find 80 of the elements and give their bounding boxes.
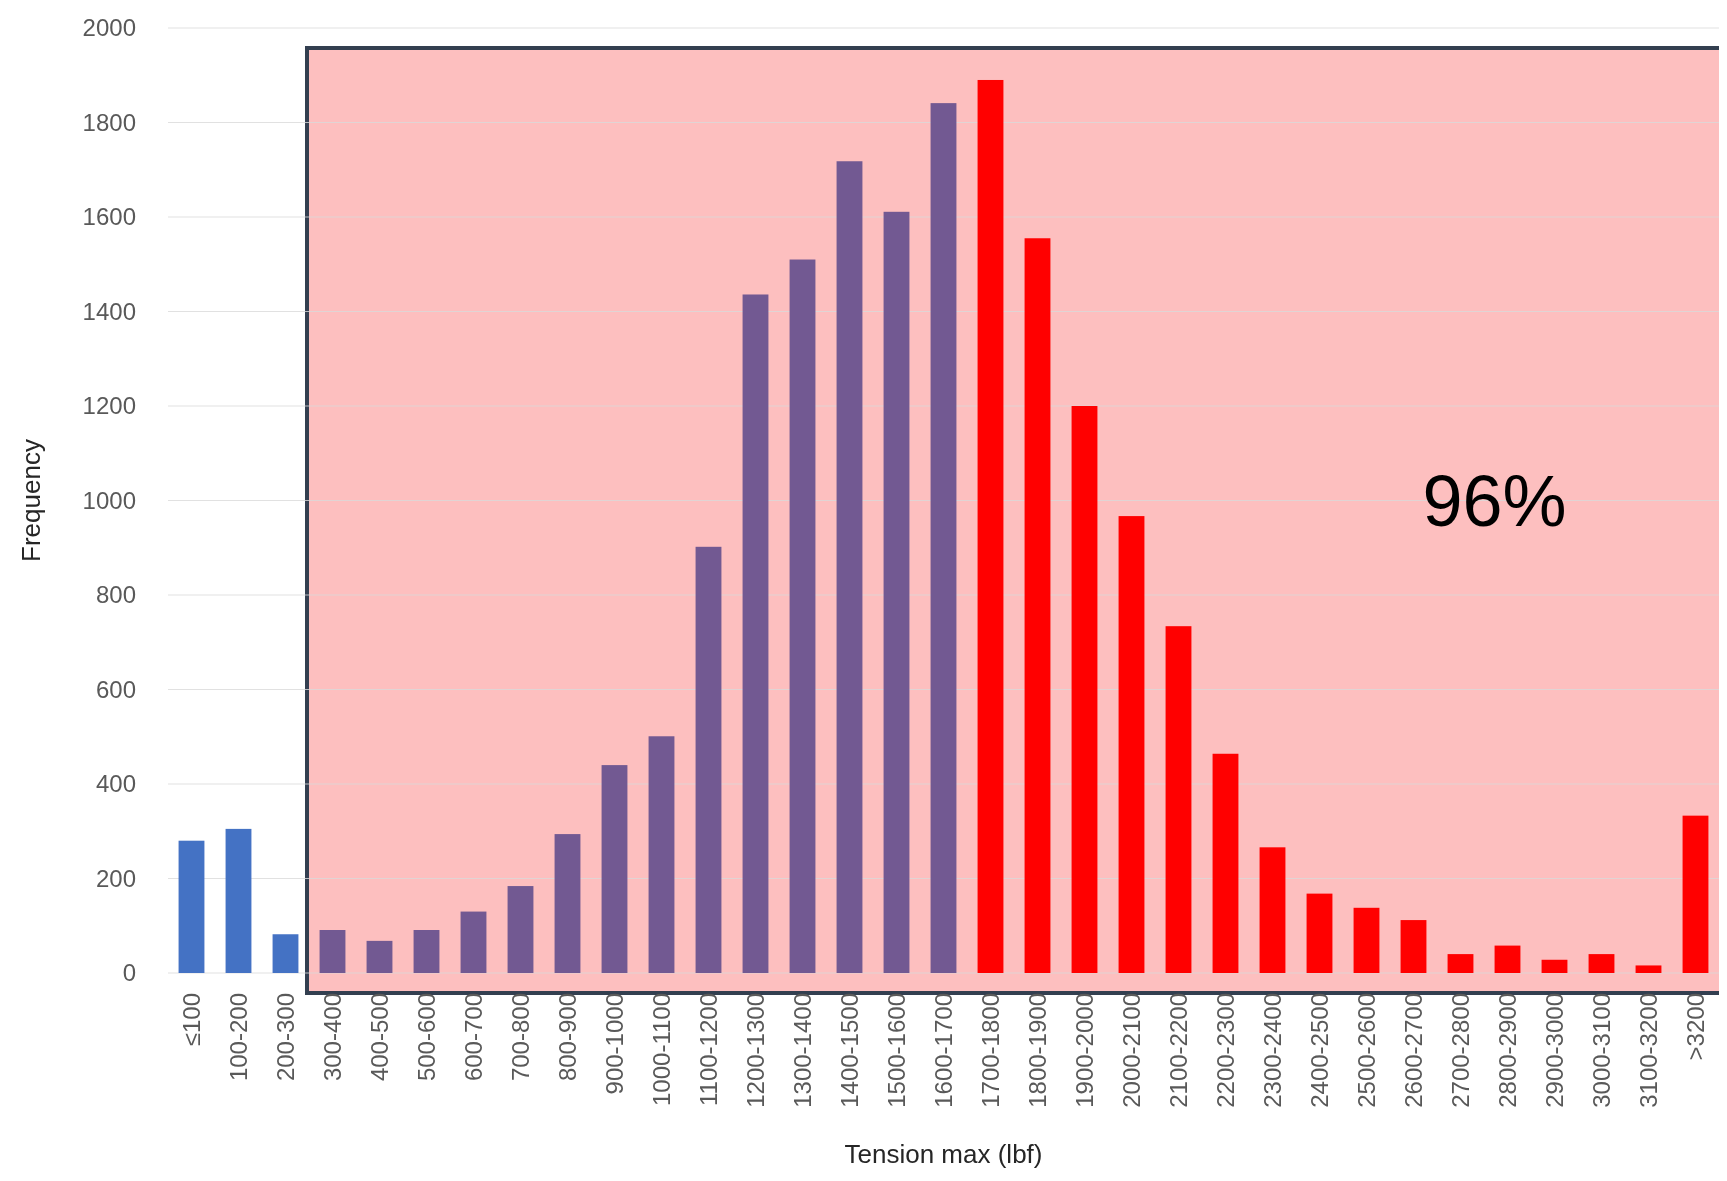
x-tick-label: 1300-1400: [788, 993, 816, 1108]
x-tick-label: 2900-3000: [1540, 993, 1568, 1108]
y-tick-label: 200: [95, 864, 136, 892]
bar: [319, 930, 346, 973]
y-tick-label: 0: [122, 959, 136, 987]
x-tick-label: 100-200: [224, 993, 252, 1082]
bar: [1024, 238, 1051, 973]
bar: [1494, 945, 1521, 973]
x-axis-title: Tension max (lbf): [844, 1139, 1043, 1169]
bar: [742, 294, 769, 973]
y-tick-label: 400: [95, 770, 136, 798]
bar: [507, 886, 534, 973]
x-tick-label: 2400-2500: [1305, 993, 1333, 1108]
x-tick-label: 1400-1500: [835, 993, 863, 1108]
x-tick-label: 1800-1900: [1023, 993, 1051, 1108]
bar: [695, 546, 722, 973]
bar: [178, 840, 205, 973]
bar: [1071, 406, 1098, 973]
y-tick-label: 800: [95, 581, 136, 609]
y-tick-label: 1200: [82, 392, 136, 420]
x-tick-label: ≤100: [177, 993, 205, 1047]
x-tick-label: 2300-2400: [1258, 993, 1286, 1108]
band-label: 96%: [1422, 460, 1567, 541]
bar: [1447, 954, 1474, 973]
x-tick-label: 200-300: [271, 993, 299, 1082]
bar: [977, 79, 1004, 973]
x-tick-label: 1600-1700: [929, 993, 957, 1108]
bar: [883, 211, 910, 973]
x-tick-label: 2200-2300: [1211, 993, 1239, 1108]
y-tick-label: 1000: [82, 486, 136, 514]
bar: [789, 259, 816, 973]
bar: [836, 161, 863, 973]
x-tick-label: 700-800: [506, 993, 534, 1082]
x-tick-label: 500-600: [412, 993, 440, 1082]
y-tick-label: 1400: [82, 297, 136, 325]
x-tick-label: 1900-2000: [1070, 993, 1098, 1108]
x-tick-label: 3100-3200: [1634, 993, 1662, 1108]
y-tick-label: 1600: [82, 203, 136, 231]
x-tick-label: 1000-1100: [647, 993, 675, 1106]
bar: [1541, 959, 1568, 973]
y-tick-label: 1800: [82, 108, 136, 136]
x-tick-label: 3000-3100: [1587, 993, 1615, 1108]
x-tick-label: 800-900: [553, 993, 581, 1082]
bar: [366, 940, 393, 973]
bar: [648, 736, 675, 973]
y-tick-label: 2000: [82, 14, 136, 42]
bar: [601, 765, 628, 973]
y-axis-title: Frequency: [16, 439, 46, 562]
x-tick-label: >3200: [1681, 993, 1709, 1061]
bar: [1306, 893, 1333, 973]
bar: [1165, 626, 1192, 973]
bar: [1259, 847, 1286, 973]
bar: [1212, 753, 1239, 973]
bar: [1682, 815, 1709, 973]
bar: [930, 103, 957, 973]
bar: [554, 834, 581, 973]
x-tick-label: 2000-2100: [1117, 993, 1145, 1108]
x-tick-label: 1700-1800: [976, 993, 1004, 1108]
x-tick-label: 2800-2900: [1493, 993, 1521, 1108]
bar: [413, 930, 440, 973]
x-tick-label: 2700-2800: [1446, 993, 1474, 1108]
bar: [1118, 516, 1145, 973]
bar: [225, 828, 252, 973]
x-tick-label: 1500-1600: [882, 993, 910, 1108]
x-tick-label: 1200-1300: [741, 993, 769, 1108]
bar: [1353, 907, 1380, 973]
bar: [1400, 920, 1427, 973]
bar: [460, 911, 487, 973]
bar: [1635, 965, 1662, 973]
x-tick-label: 1100-1200: [694, 993, 722, 1106]
x-tick-label: 600-700: [459, 993, 487, 1082]
bar: [1588, 954, 1615, 973]
x-tick-label: 400-500: [365, 993, 393, 1082]
x-tick-label: 2100-2200: [1164, 993, 1192, 1108]
x-tick-label: 900-1000: [600, 993, 628, 1095]
bar: [272, 934, 299, 973]
x-tick-label: 2500-2600: [1352, 993, 1380, 1108]
x-tick-label: 2600-2700: [1399, 993, 1427, 1108]
y-tick-label: 600: [95, 675, 136, 703]
x-tick-label: 300-400: [318, 993, 346, 1082]
